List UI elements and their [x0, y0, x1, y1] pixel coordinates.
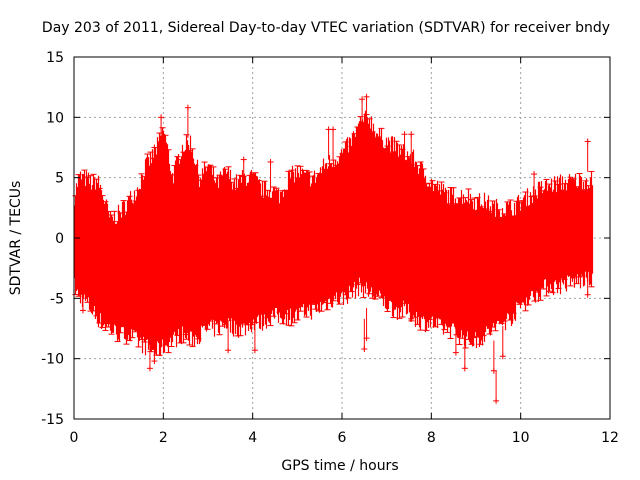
y-axis-label: SDTVAR / TECUs [8, 181, 24, 296]
axis-ticks: 0 2 4 6 8 10 12 -15 -10 -5 0 5 10 15 [41, 50, 619, 446]
chart-title: Day 203 of 2011, Sidereal Day-to-day VTE… [42, 20, 610, 36]
plot-frame [73, 56, 611, 420]
x-tick-label: 8 [427, 430, 436, 446]
y-tick-label: 15 [46, 50, 64, 66]
data-series [72, 93, 595, 404]
y-tick-label: 10 [46, 110, 64, 126]
x-tick-label: 2 [159, 430, 168, 446]
x-tick-label: 12 [601, 430, 619, 446]
y-tick-label: -15 [41, 412, 64, 428]
y-tick-label: 5 [55, 171, 64, 187]
x-axis-label: GPS time / hours [281, 458, 398, 474]
y-tick-label: 0 [55, 231, 64, 247]
x-tick-label: 10 [512, 430, 530, 446]
x-tick-label: 0 [70, 430, 79, 446]
x-tick-label: 6 [338, 430, 347, 446]
x-tick-label: 4 [248, 430, 257, 446]
y-tick-label: -10 [41, 352, 64, 368]
y-tick-label: -5 [50, 291, 64, 307]
